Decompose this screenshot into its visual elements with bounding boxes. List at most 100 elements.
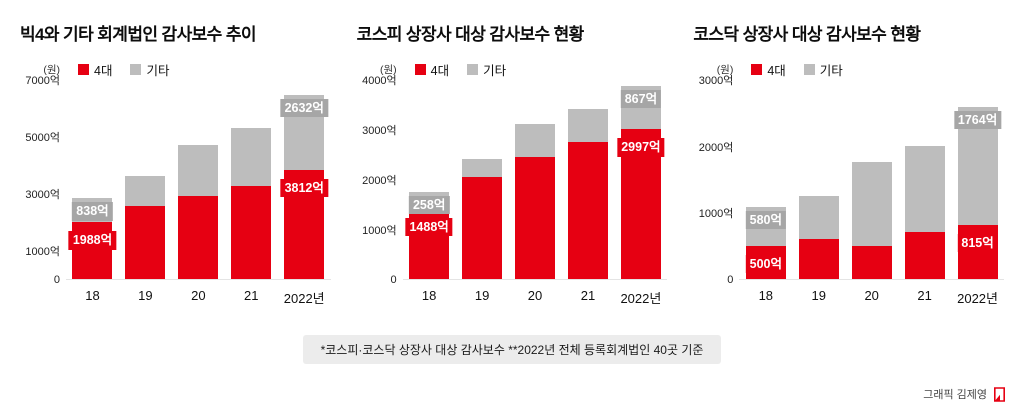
legend-item-0: 4대: [78, 60, 112, 79]
y-axis: 7000억 5000억 3000억 1000억 0: [20, 75, 66, 286]
x-tick-label: 19: [138, 288, 153, 303]
x-axis: 18 19 20 21 2022년: [693, 288, 1004, 307]
y-axis: 4000억 3000억 2000억 1000억 0: [357, 75, 403, 286]
legend-item-1: 기타: [803, 60, 843, 79]
y-tick-label: 1000억: [25, 246, 60, 259]
x-tick-label: 20: [864, 288, 879, 303]
y-tick-label: 2000억: [698, 141, 734, 154]
bar-group-3: [904, 145, 945, 279]
chart-body: 4000억 3000억 2000억 1000억 0 258억 1488억 867억 2997억: [357, 75, 668, 286]
x-tick-label: 19: [811, 288, 826, 303]
bar-segment-big4: [515, 156, 556, 279]
footnote-row: *코스피·코스닥 상장사 대상 감사보수 **2022년 전체 등록회계법인 4…: [0, 335, 1024, 364]
y-tick-label: 1000억: [362, 225, 397, 237]
x-tick-label: 21: [580, 288, 596, 303]
x-tick-label: 18: [85, 288, 100, 303]
chart-panel-big4-trend: 빅4와 기타 회계법인 감사보수 추이 (원) 4대 기타 7000억 5000억 3…: [20, 20, 331, 307]
chart-title: 빅4와 기타 회계법인 감사보수 추이: [20, 25, 257, 44]
bar-group-1: [125, 176, 166, 279]
bar-group-1: [798, 195, 839, 279]
bar-segment-others: [462, 159, 503, 177]
y-tick-label: 7000억: [25, 75, 60, 87]
bar-slot: 1764억 815억: [951, 80, 1004, 279]
legend-swatch: [467, 63, 479, 75]
bar-slot: [792, 80, 845, 279]
legend-swatch: [751, 63, 763, 75]
value-badge: 1988억: [68, 231, 117, 250]
x-tick-label: 20: [191, 288, 206, 303]
y-tick-label: 4000억: [362, 75, 397, 87]
y-tick-label: 2000억: [362, 175, 397, 187]
bar-group-2: [178, 144, 219, 279]
chart-header: (원) 4대 기타: [20, 60, 331, 79]
y-axis-unit-label: (원): [716, 63, 734, 76]
x-tick-label: 21: [917, 288, 932, 303]
chart-legend: 4대 기타: [414, 60, 506, 79]
bar-segment-others: [851, 162, 892, 246]
chart-body: 7000억 5000억 3000억 1000억 0 838억 1988억 2632억 3812…: [20, 75, 331, 286]
x-axis: 18 19 20 21 2022년: [20, 288, 331, 307]
legend-label: 기타: [146, 63, 170, 78]
legend-item-0: 4대: [414, 60, 449, 79]
credit: 그래픽 김제영: [923, 386, 1006, 402]
bar-slot: [898, 80, 951, 279]
plot-area: 838억 1988억 2632억 3812억: [66, 80, 331, 280]
legend-swatch: [130, 63, 142, 75]
y-axis: 3000억 2000억 1000억 0: [693, 75, 739, 286]
bar-segment-big4: [904, 232, 945, 279]
credit-text: 그래픽 김제영: [923, 389, 987, 401]
bar-segment-others: [178, 144, 219, 197]
bar-segment-others: [567, 109, 608, 142]
bar-slot: 258억 1488억: [403, 80, 456, 279]
bar-group-3: [231, 127, 272, 279]
y-tick-label: 5000억: [25, 132, 60, 145]
chart-panel-kosdaq: 코스닥 상장사 대상 감사보수 현황 (원) 4대 기타 3000억 2000억 10…: [693, 20, 1005, 307]
x-tick-label: 2022년: [957, 291, 998, 306]
y-tick-label: 3000억: [25, 189, 60, 202]
x-tick-label: 21: [244, 288, 259, 303]
value-badge: 258억: [408, 195, 450, 215]
value-badge: 580억: [745, 211, 786, 230]
footnote: *코스피·코스닥 상장사 대상 감사보수 **2022년 전체 등록회계법인 4…: [302, 335, 722, 364]
bar-group-2: [851, 162, 892, 279]
legend-swatch: [803, 63, 815, 75]
y-tick-label: 0: [727, 274, 734, 286]
x-tick-label: 19: [474, 288, 490, 303]
chart-legend: 4대 기타: [78, 60, 169, 79]
value-badge: 838억: [72, 202, 113, 221]
legend-item-0: 4대: [751, 60, 786, 79]
x-tick-label: 18: [758, 288, 774, 303]
value-badge: 1488억: [405, 217, 453, 237]
chart-title: 코스피 상장사 대상 감사보수 현황: [356, 25, 585, 44]
bar-segment-others: [125, 176, 166, 207]
x-axis: 18 19 20 21 2022년: [357, 288, 668, 307]
publisher-logo-icon: [994, 386, 1005, 402]
bar-slot: 2632억 3812억: [278, 80, 331, 279]
bar-slot: [119, 80, 172, 279]
legend-label: 기타: [819, 63, 843, 78]
x-tick-label: 2022년: [620, 291, 662, 306]
y-axis-unit-label: (원): [380, 63, 397, 76]
bar-group-4: [957, 107, 998, 279]
chart-legend: 4대 기타: [751, 60, 843, 79]
value-badge: 2997억: [617, 138, 665, 157]
bar-segment-others: [798, 195, 839, 239]
bar-group-4: [620, 85, 661, 279]
bar-group-3: [567, 109, 608, 279]
bar-segment-others: [515, 124, 556, 157]
legend-item-1: 기타: [130, 60, 169, 79]
bar-slot: [456, 80, 509, 279]
y-tick-label: 3000억: [362, 125, 397, 137]
chart-body: 3000억 2000억 1000억 0 580억 500억 1764억 815억: [693, 75, 1005, 286]
legend-label: 4대: [767, 63, 786, 78]
value-badge: 3812억: [280, 179, 328, 198]
bar-segment-big4: [125, 206, 166, 279]
value-badge: 2632억: [280, 98, 328, 118]
charts-row: 빅4와 기타 회계법인 감사보수 추이 (원) 4대 기타 7000억 5000억 3…: [20, 20, 1005, 307]
bar-segment-others: [231, 127, 272, 187]
chart-header: (원) 4대 기타: [693, 60, 1004, 79]
value-badge: 815억: [957, 233, 998, 253]
legend-item-1: 기타: [467, 60, 506, 79]
bar-group-2: [515, 124, 556, 279]
legend-swatch: [414, 63, 426, 75]
